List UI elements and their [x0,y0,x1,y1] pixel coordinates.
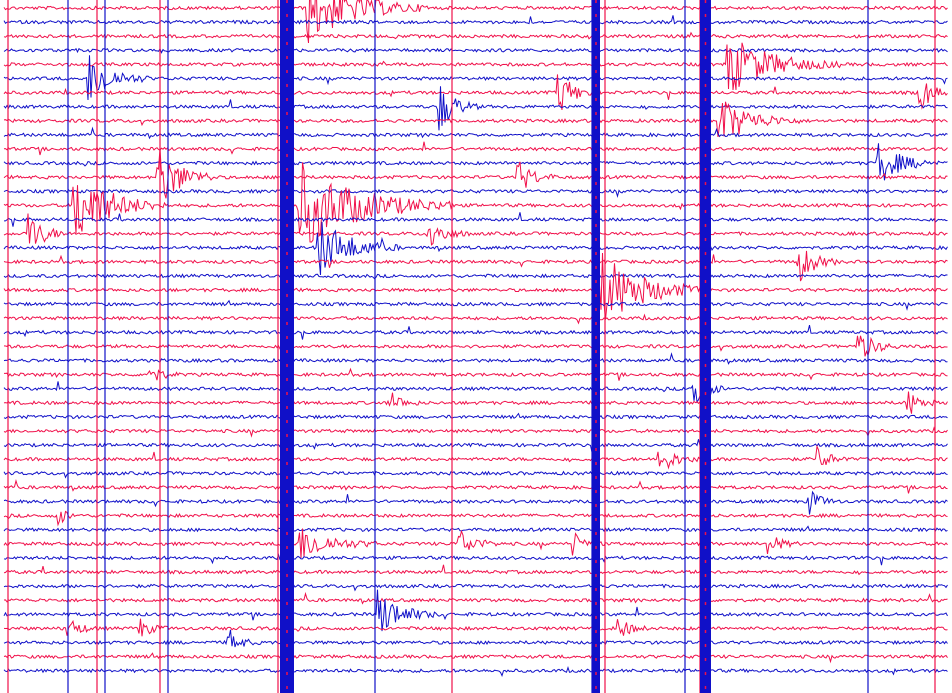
trace [3,273,948,280]
trace [3,31,948,40]
trace [4,367,948,381]
trace [3,252,948,320]
trace [3,250,948,282]
trace [3,221,948,276]
trace [3,439,948,453]
trace [3,141,948,156]
trace [3,629,948,648]
trace [3,528,948,558]
trace [3,470,948,479]
trace [3,591,948,605]
trace [3,618,948,637]
saturated-band [280,0,294,693]
trace [3,665,948,677]
trace [3,55,948,101]
trace [3,352,948,365]
trace [3,335,948,357]
trace [3,162,948,243]
trace [3,652,948,664]
trace [3,126,948,140]
trace [3,426,948,438]
trace [3,313,948,325]
trace [3,324,948,340]
trace [3,101,948,137]
trace [3,564,948,576]
saturated-band [592,0,600,693]
saturated-band [700,0,711,693]
trace [4,212,948,227]
trace [3,444,948,470]
trace [3,47,948,54]
trace [3,479,948,494]
trace [3,74,948,110]
trace [3,412,948,420]
trace [3,213,948,246]
trace [3,583,948,592]
trace [3,525,948,533]
trace [3,553,948,566]
trace [3,42,948,91]
trace [3,15,948,25]
trace [3,490,948,515]
trace [3,510,948,527]
trace [3,86,948,131]
trace [3,589,948,632]
trace [3,381,948,404]
trace [3,391,948,414]
trace [3,299,948,311]
trace [3,188,948,199]
trace [3,0,948,44]
trace [3,148,948,199]
